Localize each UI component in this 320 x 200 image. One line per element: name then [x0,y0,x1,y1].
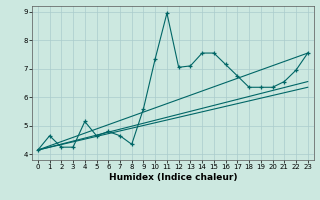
X-axis label: Humidex (Indice chaleur): Humidex (Indice chaleur) [108,173,237,182]
